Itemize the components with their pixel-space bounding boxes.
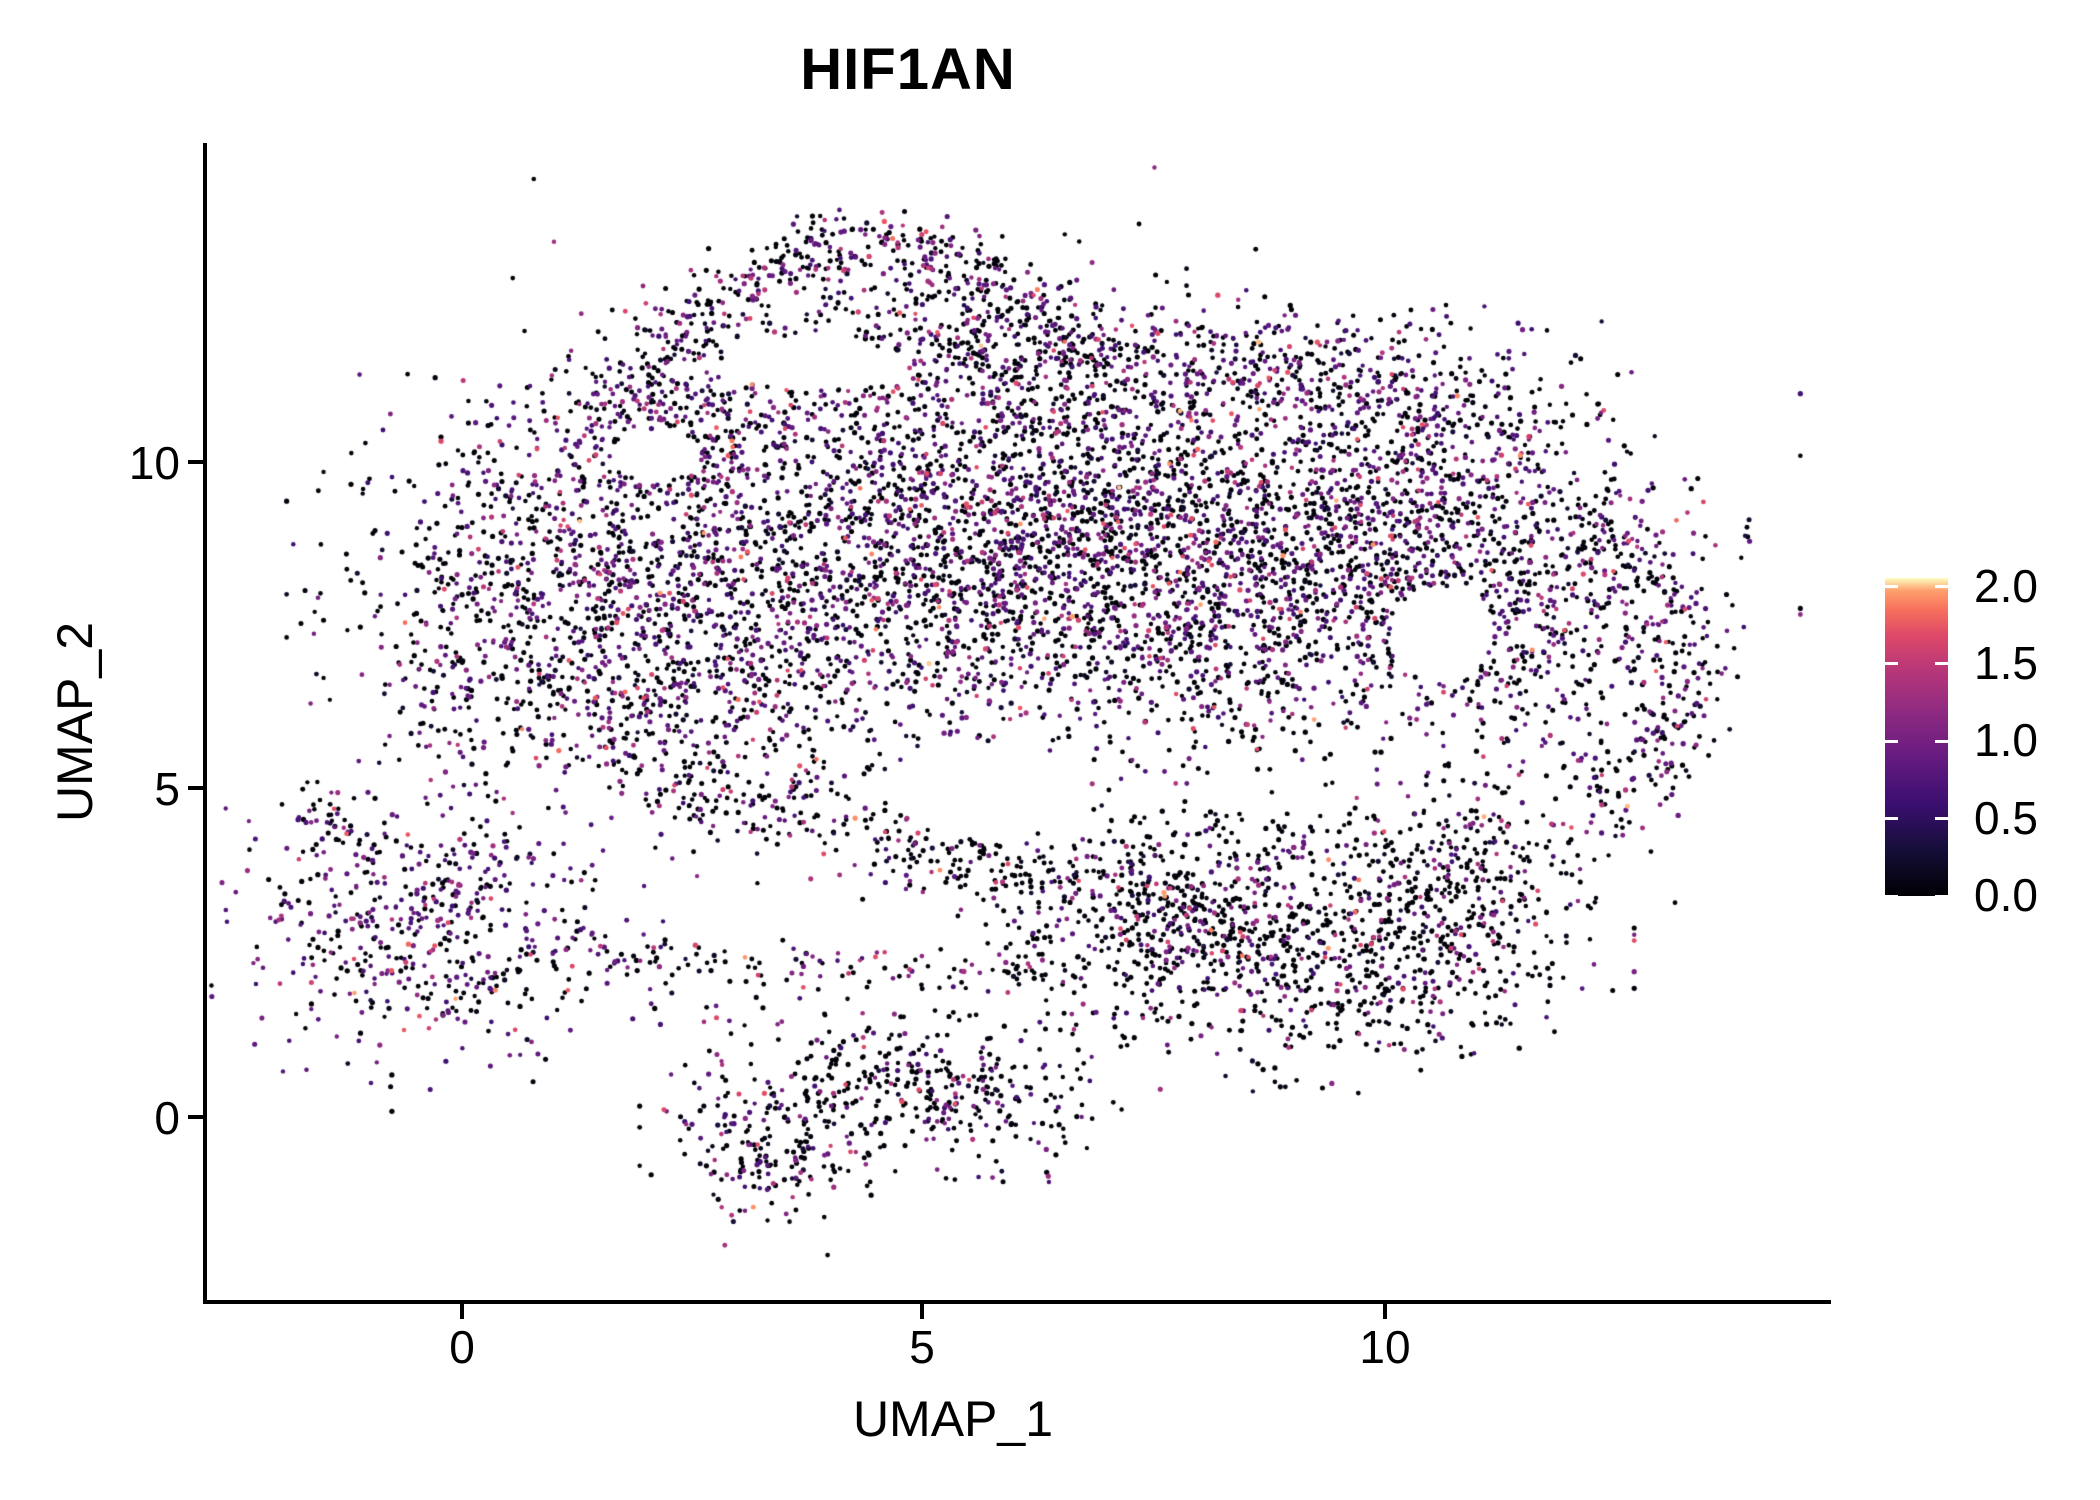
x-tick-mark-0: [460, 1304, 464, 1319]
x-tick-label-10: 10: [1359, 1321, 1411, 1373]
colorbar-tick-right-1: [1935, 740, 1948, 743]
y-axis-line: [203, 143, 207, 1304]
x-axis-title: UMAP_1: [852, 1391, 1054, 1447]
y-tick-mark-10: [188, 460, 203, 464]
colorbar-tick-left-1.5: [1885, 662, 1898, 665]
colorbar-tick-right-0.5: [1935, 817, 1948, 820]
y-tick-mark-0: [188, 1115, 203, 1119]
colorbar-label-2.0: 2.0: [1974, 560, 2038, 612]
x-axis-line: [203, 1300, 1831, 1304]
colorbar-gradient: [1885, 578, 1948, 898]
colorbar-label-0.0: 0.0: [1974, 869, 2038, 921]
y-tick-label-5: 5: [154, 763, 180, 815]
y-axis-title: UMAP_2: [47, 621, 103, 823]
colorbar-label-0.5: 0.5: [1974, 792, 2038, 844]
colorbar-label-1.0: 1.0: [1974, 714, 2038, 766]
colorbar-tick-right-0: [1935, 895, 1948, 898]
y-tick-mark-5: [188, 786, 203, 790]
colorbar-tick-left-0.5: [1885, 817, 1898, 820]
x-tick-mark-5: [920, 1304, 924, 1319]
y-tick-label-10: 10: [128, 437, 180, 489]
colorbar-label-1.5: 1.5: [1974, 637, 2038, 689]
x-tick-label-0: 0: [449, 1321, 475, 1373]
colorbar-tick-left-1: [1885, 740, 1898, 743]
colorbar-tick-left-2: [1885, 585, 1898, 588]
colorbar-tick-left-0: [1885, 895, 1898, 898]
x-tick-mark-10: [1383, 1304, 1387, 1319]
x-tick-label-5: 5: [909, 1321, 935, 1373]
y-tick-label-0: 0: [154, 1092, 180, 1144]
colorbar-tick-right-1.5: [1935, 662, 1948, 665]
colorbar-tick-right-2: [1935, 585, 1948, 588]
